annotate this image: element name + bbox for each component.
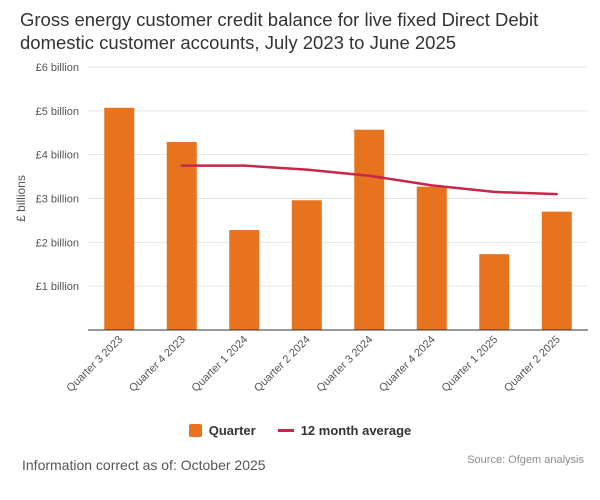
average-line (180, 164, 558, 196)
y-tick-label: £2 billion (36, 237, 79, 249)
x-tick-label: Quarter 4 2024 (377, 334, 438, 395)
y-tick-label: £5 billion (36, 106, 79, 118)
x-tick-label: Quarter 2 2024 (252, 334, 313, 395)
chart-title: Gross energy customer credit balance for… (20, 9, 539, 53)
y-axis-tick-labels: £1 billion £2 billion £3 billion £4 billion… (36, 62, 79, 293)
y-tick-label: £6 billion (36, 62, 79, 74)
bar[interactable] (166, 141, 197, 330)
x-tick-label: Quarter 3 2024 (315, 334, 376, 395)
legend-item-average[interactable]: 12 month average (277, 423, 412, 438)
legend-swatch-line (277, 429, 294, 432)
x-tick-label: Quarter 3 2023 (65, 334, 126, 395)
bar-line-chart: £1 billion £2 billion £3 billion £4 billion… (14, 62, 588, 395)
bar[interactable] (229, 230, 260, 330)
bar-series (104, 107, 572, 330)
y-tick-label: £4 billion (36, 150, 79, 162)
y-tick-label: £3 billion (36, 194, 79, 206)
x-tick-label: Quarter 1 2025 (440, 334, 501, 395)
source-note: Source: Ofgem analysis (467, 454, 584, 466)
legend-swatch-bar (188, 424, 202, 437)
legend: Quarter 12 month average (0, 423, 600, 438)
bar[interactable] (541, 211, 572, 330)
x-axis-tick-labels: Quarter 3 2023 Quarter 4 2023 Quarter 1 20… (65, 334, 563, 395)
legend-label-average: 12 month average (300, 423, 412, 438)
legend-label-quarter: Quarter (208, 423, 256, 438)
bar[interactable] (104, 107, 135, 330)
legend-item-quarter[interactable]: Quarter (188, 423, 256, 438)
y-axis-label: £ billions (14, 175, 28, 222)
bar[interactable] (291, 200, 322, 330)
bar[interactable] (416, 186, 447, 330)
info-date: Information correct as of: October 2025 (22, 457, 266, 473)
bar[interactable] (479, 254, 510, 330)
x-tick-label: Quarter 4 2023 (127, 334, 188, 395)
x-tick-label: Quarter 2 2025 (502, 334, 563, 395)
x-tick-label: Quarter 1 2024 (190, 334, 251, 395)
gridlines (88, 66, 588, 287)
bar[interactable] (354, 129, 385, 330)
y-tick-label: £1 billion (36, 281, 79, 293)
